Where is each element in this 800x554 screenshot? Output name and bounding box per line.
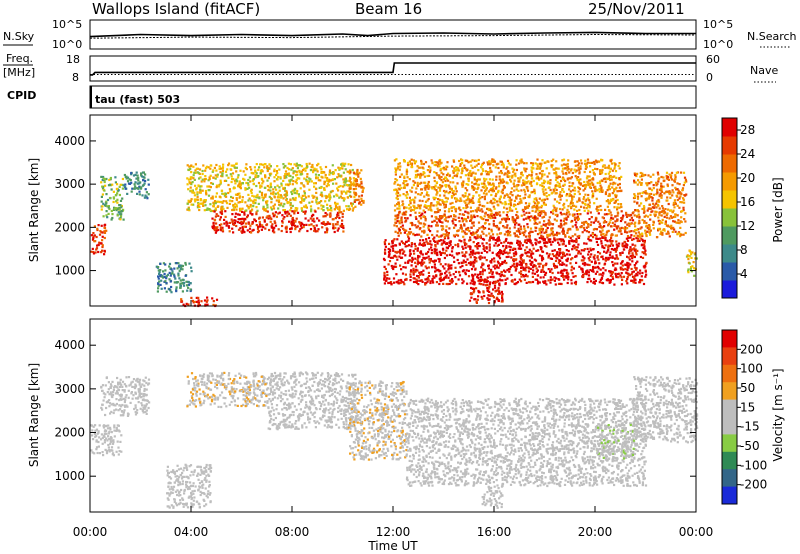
power-colorbar-tick-1: 8 [740, 243, 748, 257]
velocity-plot-region-4 [266, 371, 358, 431]
power-colorbar: 4 8 12 16 20 24 28 [721, 117, 755, 299]
power-plot-region-12 [632, 171, 688, 239]
time-tick-label-3: 12:00 [376, 525, 411, 539]
nave-tick-top: 60 [706, 53, 720, 66]
velocity-plot-region-1 [100, 376, 151, 417]
velocity-colorbar-tick-1: 100 [740, 362, 763, 376]
nsearch-label: N.Search [747, 30, 797, 43]
freq-panel-frame [89, 55, 697, 82]
time-tick-label-0: 00:00 [73, 525, 108, 539]
velocity-ylabel: Slant Range [km] [27, 363, 41, 467]
freq-tick-bottom: 8 [72, 71, 79, 84]
date-title: 25/Nov/2011 [588, 0, 685, 18]
power-colorbar-tick-4: 20 [740, 171, 755, 185]
beam-title: Beam 16 [355, 0, 422, 18]
power-colorbar-tick-0: 4 [740, 267, 748, 281]
power-plot-region-1 [100, 175, 125, 221]
velocity-y-ticks: 1000 2000 3000 4000 [54, 338, 696, 483]
velocity-colorbar-tick-2: 50 [740, 381, 755, 395]
power-plot-region-6 [211, 210, 345, 234]
power-colorbar-tick-5: 24 [740, 147, 755, 161]
nsky-series-1 [89, 33, 697, 39]
time-tick-label-5: 20:00 [578, 525, 613, 539]
time-tick-label-6: 00:00 [679, 525, 714, 539]
time-axis-ticks: 00:00 04:00 08:00 12:00 16:00 20:00 00:00 [73, 115, 714, 539]
power-plot-region-9 [393, 210, 635, 239]
power-heatmap [90, 158, 698, 308]
power-yticks-label-1: 2000 [54, 220, 85, 234]
power-yticks-label-3: 4000 [54, 134, 85, 148]
velocity-yticks-label-0: 1000 [54, 469, 85, 483]
power-y-ticks: 1000 2000 3000 4000 [54, 134, 696, 278]
velocity-colorbar-tick-7: -200 [740, 478, 767, 492]
velocity-heatmap [90, 371, 699, 509]
power-plot-region-11 [468, 279, 504, 305]
time-axis-label: Time UT [367, 539, 418, 553]
power-plot-region-8 [382, 236, 648, 286]
power-colorbar-tick-2: 12 [740, 219, 755, 233]
power-plot-region-3 [155, 261, 193, 294]
velocity-colorbar-tick-5: -50 [740, 439, 760, 453]
velocity-plot-region-9 [633, 376, 699, 444]
velocity-colorbar-tick-4: -15 [740, 420, 760, 434]
nsky-plot [89, 31, 697, 39]
time-tick-label-4: 16:00 [477, 525, 512, 539]
cpid-value: tau (fast) 503 [95, 93, 180, 106]
velocity-plot-region-3 [186, 371, 269, 409]
velocity-colorbar: 200 100 50 15 -15 -50 -100 -200 [721, 329, 767, 505]
nsky-series-0 [89, 31, 696, 38]
freq-label: Freq. [6, 52, 33, 65]
nave-label: Nave [750, 64, 778, 77]
velocity-yticks-label-2: 3000 [54, 382, 85, 396]
velocity-colorbar-tick-3: 15 [740, 400, 755, 414]
nave-tick-bottom: 0 [706, 71, 713, 84]
velocity-yticks-label-3: 4000 [54, 338, 85, 352]
power-plot-region-0 [90, 223, 108, 256]
velocity-plot-region-0 [90, 424, 123, 457]
velocity-yticks-label-1: 2000 [54, 426, 85, 440]
power-plot-region-7 [348, 168, 365, 206]
nsky-tick-bottom: 10^0 [52, 38, 82, 51]
nsearch-tick-top: 10^5 [703, 18, 733, 31]
cpid-panel-frame [89, 85, 697, 109]
time-tick-label-1: 04:00 [174, 525, 209, 539]
velocity-plot-region-7 [481, 485, 504, 509]
velocity-colorbar-tick-6: -100 [740, 458, 767, 472]
power-colorbar-tick-3: 16 [740, 195, 755, 209]
power-yticks-label-2: 3000 [54, 177, 85, 191]
power-colorbar-tick-6: 28 [740, 123, 755, 137]
time-tick-label-2: 08:00 [275, 525, 310, 539]
cpid-label: CPID [7, 89, 36, 102]
nsky-tick-top: 10^5 [52, 18, 82, 31]
power-plot-region-13 [685, 249, 698, 277]
nsky-label: N.Sky [3, 30, 35, 43]
freq-unit-label: [MHz] [3, 66, 35, 79]
freq-plot [90, 62, 696, 76]
power-plot-region-10 [393, 158, 623, 213]
power-plot-region-5 [186, 162, 358, 213]
power-plot-region-2 [123, 171, 150, 200]
freq-tick-top: 18 [66, 53, 80, 66]
station-title: Wallops Island (fitACF) [92, 0, 260, 18]
velocity-plot-region-8 [595, 423, 636, 461]
power-ylabel: Slant Range [km] [27, 158, 41, 262]
velocity-plot-region-5 [347, 380, 408, 461]
power-colorbar-label: Power [dB] [771, 177, 785, 242]
nsearch-tick-bottom: 10^0 [703, 38, 733, 51]
velocity-plot-region-6 [405, 397, 648, 488]
velocity-colorbar-tick-0: 200 [740, 342, 763, 356]
power-yticks-label-0: 1000 [54, 264, 85, 278]
velocity-plot-region-2 [166, 463, 213, 509]
velocity-colorbar-label: Velocity [m s⁻¹] [771, 368, 785, 461]
freq-series [90, 62, 696, 76]
